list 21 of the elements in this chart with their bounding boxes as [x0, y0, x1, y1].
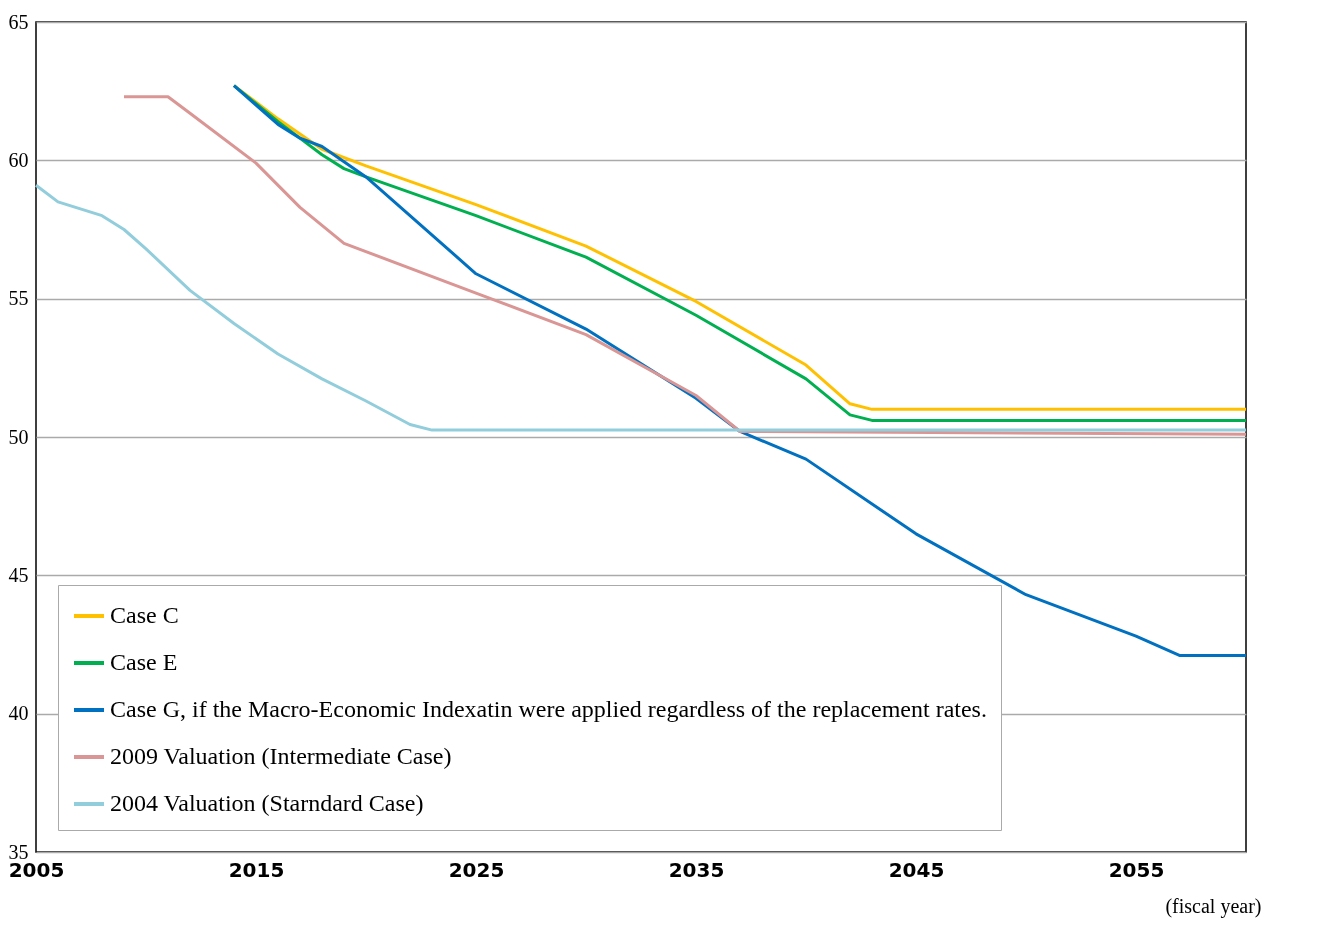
x-axis-title: (fiscal year): [1165, 894, 1262, 918]
legend-label: Case G, if the Macro-Economic Indexatin were applied regardless of the replacement rates.: [110, 696, 987, 722]
x-tick-label: 2055: [1108, 857, 1165, 882]
y-tick-label: 35: [8, 840, 29, 863]
line-series: [122, 95, 1248, 436]
x-tick-label: 2045: [888, 857, 945, 882]
legend-label: Case C: [110, 602, 179, 628]
x-tick-label: 2015: [228, 857, 285, 882]
y-tick-label: 45: [8, 563, 29, 586]
line-series: [34, 183, 1248, 432]
y-tick-label: 65: [8, 10, 29, 33]
line-series: [232, 84, 1248, 658]
y-tick-label: 50: [8, 425, 29, 448]
y-tick-label: 55: [8, 287, 29, 310]
x-tick-label: 2035: [668, 857, 725, 882]
legend-label: Case E: [110, 649, 178, 675]
legend-label: 2004 Valuation (Starndard Case): [110, 790, 424, 816]
y-tick-label: 60: [8, 148, 29, 171]
y-tick-label: 40: [8, 702, 29, 725]
x-tick-label: 2025: [448, 857, 505, 882]
legend-label: 2009 Valuation (Intermediate Case): [110, 743, 452, 769]
